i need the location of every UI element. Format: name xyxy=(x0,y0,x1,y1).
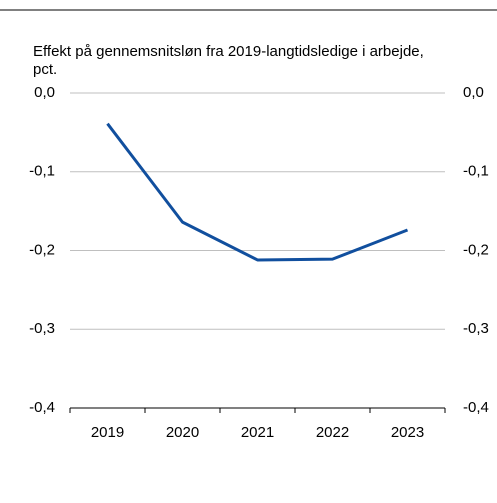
y2-tick-label: -0,2 xyxy=(463,241,489,258)
y-tick-label: -0,3 xyxy=(29,320,55,337)
chart-title: Effekt på gennemsnitsløn fra 2019-langti… xyxy=(33,43,424,60)
y2-tick-label: -0,1 xyxy=(463,163,489,180)
y2-tick-label: -0,3 xyxy=(463,320,489,337)
x-tick-label: 2023 xyxy=(391,424,424,441)
chart-subtitle: pct. xyxy=(33,61,57,78)
y-tick-label: -0,2 xyxy=(29,241,55,258)
y2-tick-label: 0,0 xyxy=(463,84,484,101)
data-line xyxy=(106,122,409,262)
y-tick-label: -0,1 xyxy=(29,163,55,180)
x-tick-label: 2020 xyxy=(166,424,199,441)
x-tick-label: 2019 xyxy=(91,424,124,441)
x-tick-label: 2022 xyxy=(316,424,349,441)
y-tick-label: 0,0 xyxy=(34,84,55,101)
x-tick-label: 2021 xyxy=(241,424,274,441)
y2-tick-label: -0,4 xyxy=(463,399,489,416)
y-tick-label: -0,4 xyxy=(29,399,55,416)
